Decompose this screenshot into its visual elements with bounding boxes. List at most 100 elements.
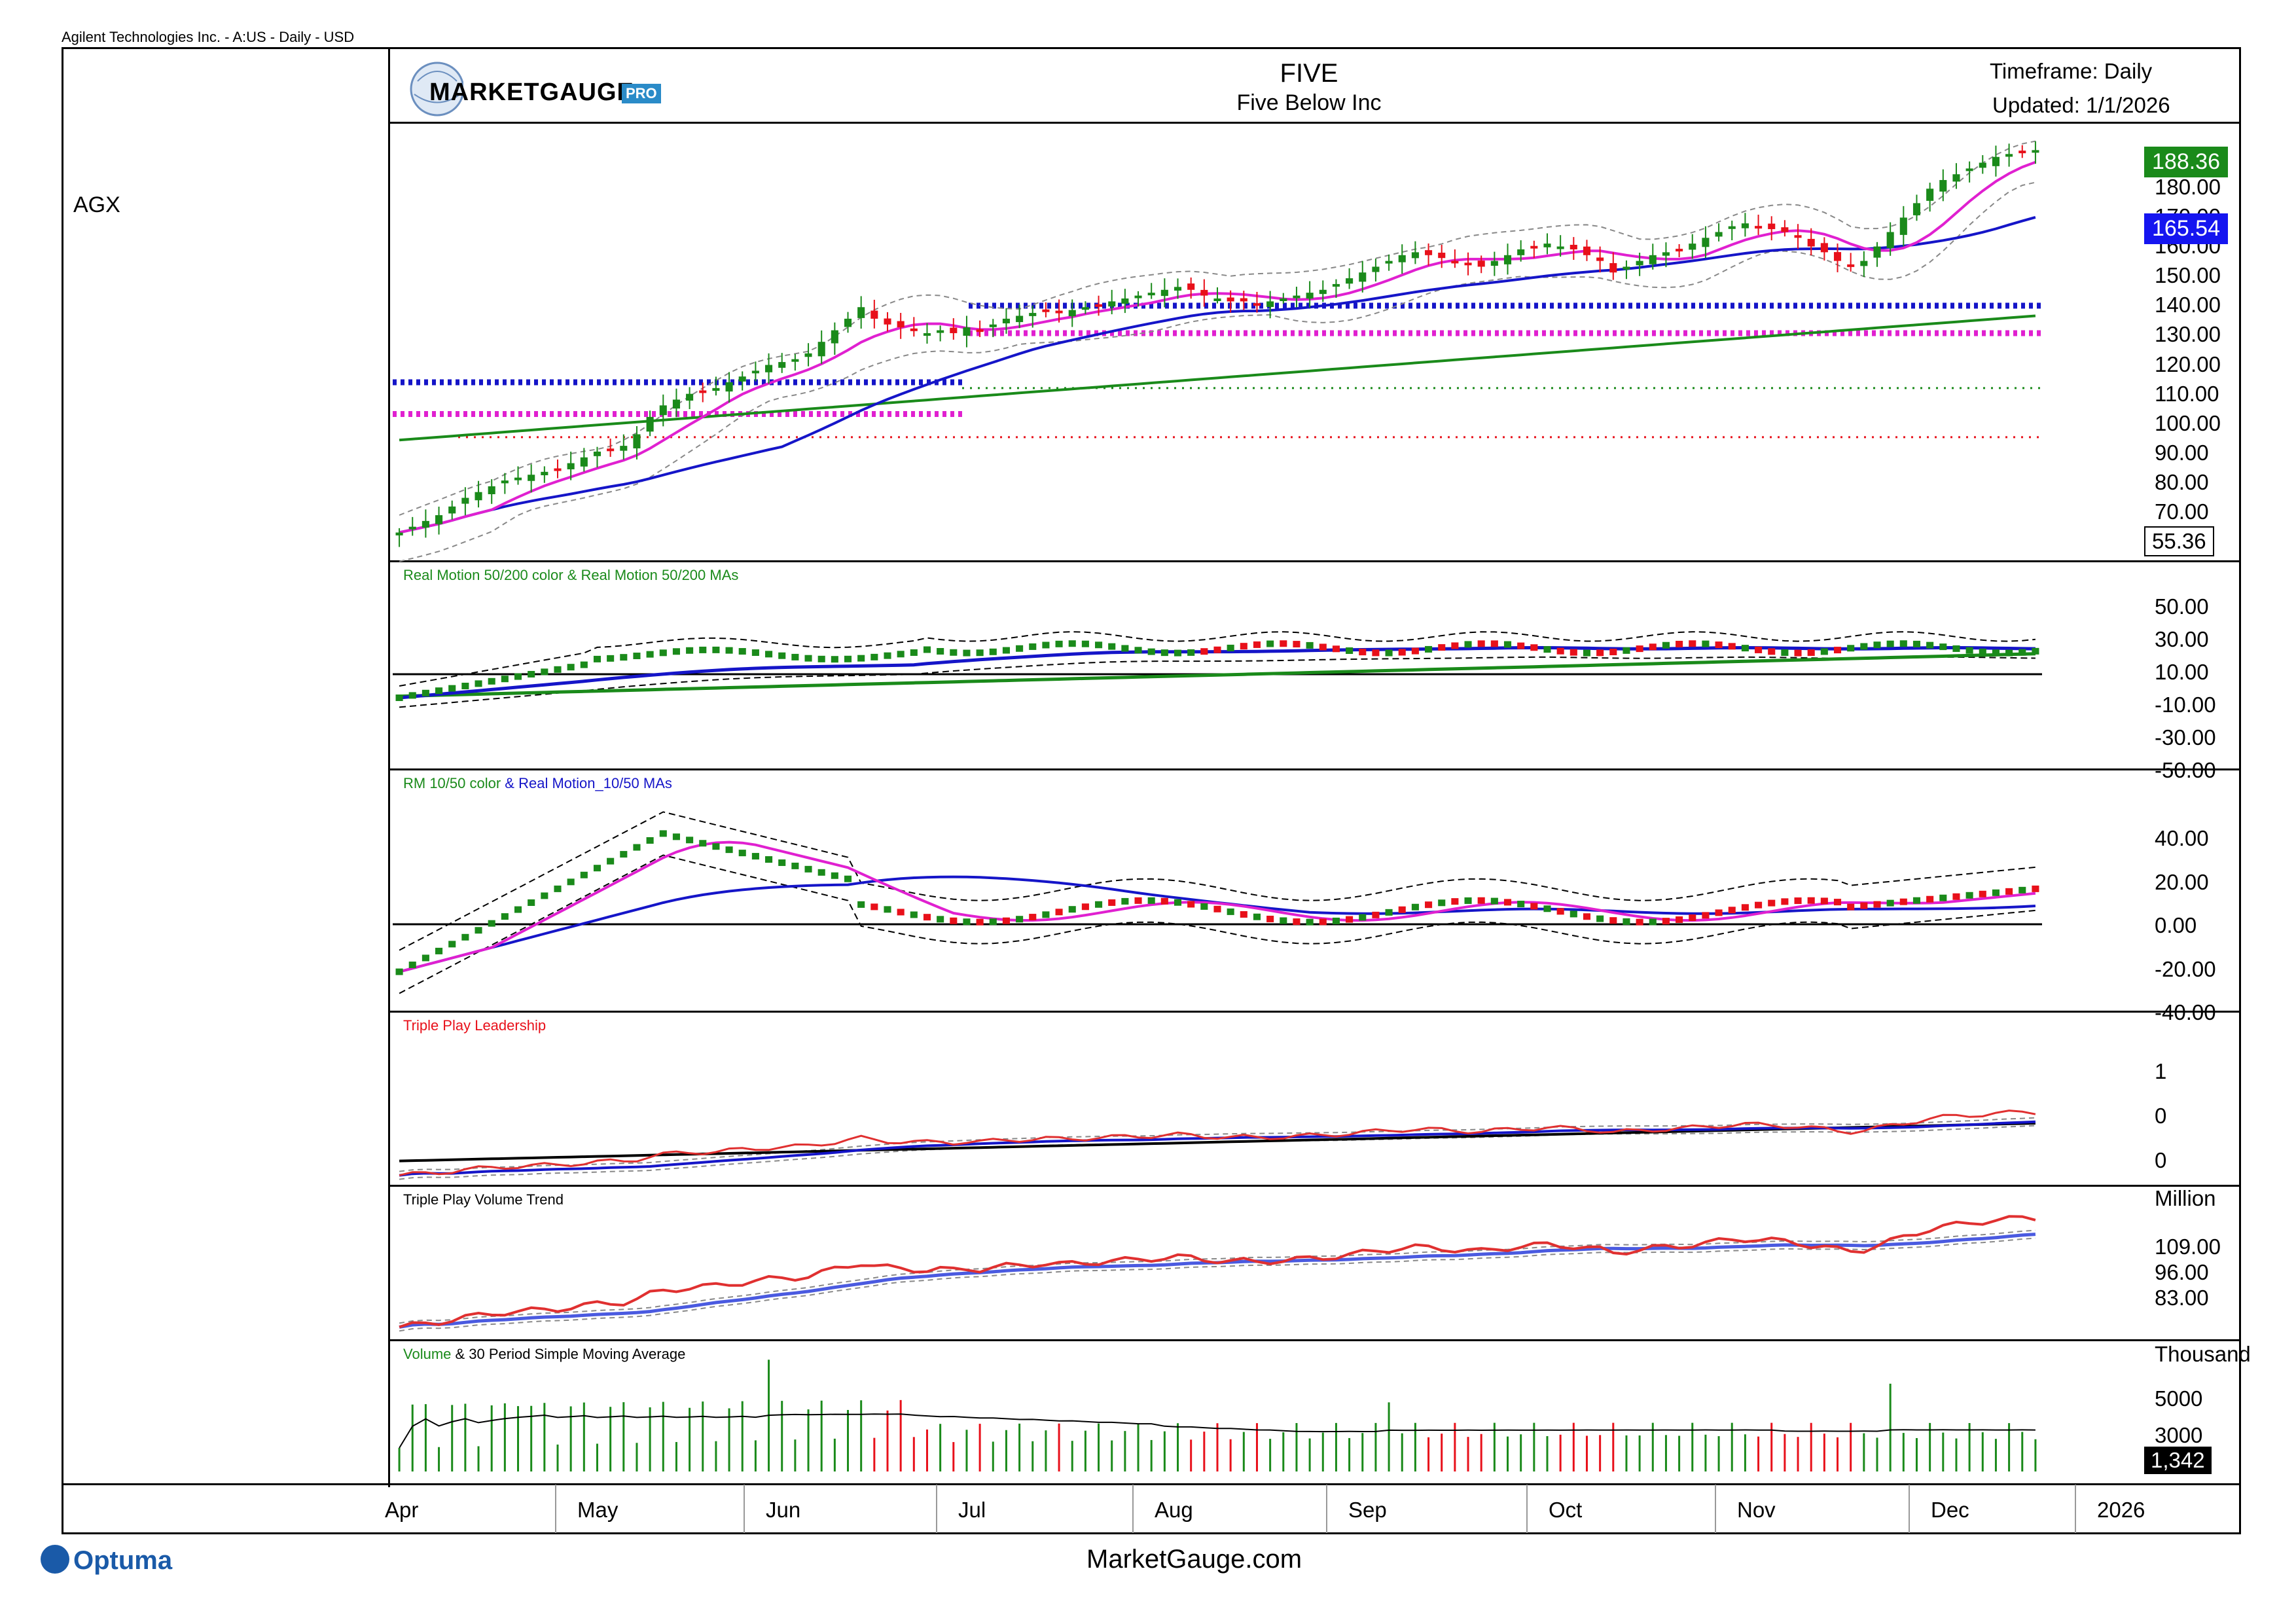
rm10-bar bbox=[1833, 899, 1842, 906]
rm-bar bbox=[1833, 647, 1842, 654]
month-separator bbox=[1132, 1485, 1134, 1533]
month-label: May bbox=[577, 1498, 619, 1522]
rm-bar bbox=[1174, 649, 1182, 657]
rm10-bar bbox=[1213, 905, 1221, 912]
rm10-bar bbox=[1689, 914, 1696, 921]
rm10-bar bbox=[646, 837, 654, 844]
rm10-bar bbox=[1319, 918, 1327, 926]
candle-body bbox=[870, 310, 878, 319]
rm10-bar bbox=[712, 843, 720, 850]
candle-body bbox=[1543, 244, 1551, 247]
rm-bar bbox=[1359, 649, 1367, 656]
candle-body bbox=[1781, 227, 1789, 232]
candle-body bbox=[1689, 244, 1696, 250]
month-label: Sep bbox=[1348, 1498, 1387, 1522]
tpv-band-upper bbox=[399, 1229, 2036, 1324]
rm-bar bbox=[1886, 640, 1894, 647]
company-name: Five Below Inc bbox=[1236, 90, 1382, 115]
month-separator bbox=[1715, 1485, 1716, 1533]
rm-bar bbox=[1411, 647, 1419, 655]
candle-body bbox=[1280, 298, 1287, 301]
candle-body bbox=[448, 506, 456, 514]
candle-body bbox=[1266, 301, 1274, 307]
candle-body bbox=[1319, 289, 1327, 295]
candle-body bbox=[712, 388, 720, 391]
rm10-bar bbox=[620, 851, 628, 858]
rm-bar bbox=[1213, 646, 1221, 653]
rm10-bar bbox=[501, 913, 509, 920]
rm-bar bbox=[1530, 644, 1538, 651]
candle-body bbox=[738, 376, 746, 382]
rm10-bar bbox=[765, 856, 773, 863]
rm10-bar bbox=[593, 865, 601, 872]
rm10-bar bbox=[1847, 903, 1855, 911]
panel-separator bbox=[390, 1185, 2241, 1187]
rm10-bar bbox=[1029, 914, 1037, 921]
rm-bar bbox=[1715, 641, 1723, 649]
rm-bar bbox=[1820, 648, 1828, 655]
month-label: 2026 bbox=[2097, 1498, 2145, 1522]
rm-bar bbox=[1147, 648, 1155, 655]
candle-body bbox=[1081, 307, 1089, 310]
rm-bar bbox=[620, 654, 628, 661]
candle-body bbox=[1477, 261, 1485, 267]
rm-bar bbox=[435, 687, 443, 695]
rm10-bar bbox=[1596, 915, 1604, 922]
updated-label: Updated: 1/1/2026 bbox=[1992, 93, 2170, 117]
rm-bar bbox=[633, 653, 641, 660]
rm-bar bbox=[408, 692, 416, 699]
month-separator bbox=[555, 1485, 556, 1533]
candle-body bbox=[923, 333, 931, 336]
rm-bar bbox=[488, 677, 495, 685]
rm-bar bbox=[1556, 647, 1564, 655]
candle-body bbox=[1952, 174, 1960, 182]
candle-body bbox=[1728, 226, 1736, 229]
rm-bar bbox=[804, 655, 812, 662]
candle-body bbox=[1965, 168, 1973, 171]
ma-200-line bbox=[399, 314, 2036, 442]
candle-body bbox=[1807, 238, 1815, 247]
rm10-bar bbox=[1174, 899, 1182, 906]
rm-bar bbox=[1016, 645, 1024, 652]
candle-body bbox=[844, 318, 852, 327]
rm10-bar bbox=[1081, 903, 1089, 911]
price-tick-label: 100.00 bbox=[2155, 410, 2221, 435]
rm10-bar bbox=[448, 941, 456, 948]
rm-bar bbox=[1227, 644, 1234, 651]
panel-separator bbox=[390, 1339, 2241, 1341]
rm10-bar bbox=[2005, 888, 2013, 895]
rm-bar bbox=[1490, 640, 1498, 647]
rm-bar bbox=[1095, 641, 1103, 649]
rm10-bar bbox=[1873, 901, 1881, 908]
rm10-bar bbox=[475, 927, 482, 934]
rm-bar bbox=[395, 695, 403, 701]
rm10-bar bbox=[1820, 897, 1828, 905]
rm-bar bbox=[1662, 641, 1670, 649]
candle-body bbox=[1451, 261, 1459, 264]
rm-bar bbox=[1398, 649, 1406, 656]
rm10-bar bbox=[857, 901, 865, 908]
candle-body bbox=[1662, 252, 1670, 256]
rm-bar bbox=[937, 647, 944, 655]
rm10-bar bbox=[1068, 906, 1076, 913]
candle-body bbox=[422, 520, 429, 528]
left-symbol[interactable]: AGX bbox=[73, 192, 120, 217]
rm10-bar bbox=[1860, 902, 1868, 909]
candle-body bbox=[1676, 249, 1683, 252]
rm-bar bbox=[1240, 643, 1247, 650]
tpv-tick-label: 83.00 bbox=[2155, 1286, 2209, 1310]
rm10-bar bbox=[686, 837, 694, 844]
rm10-bar bbox=[1253, 913, 1261, 920]
candle-body bbox=[1702, 238, 1710, 247]
rm10-band-upper bbox=[399, 811, 2036, 951]
price-tick-label: 140.00 bbox=[2155, 293, 2221, 317]
rm10-tick-label: 40.00 bbox=[2155, 826, 2209, 850]
rm10-bar bbox=[1266, 915, 1274, 922]
rm-bar bbox=[1293, 641, 1300, 648]
candle-body bbox=[1121, 298, 1129, 304]
month-separator bbox=[1909, 1485, 1910, 1533]
rm10-bar bbox=[751, 853, 759, 860]
candle-body bbox=[1359, 272, 1367, 282]
rm10-bar bbox=[2018, 886, 2026, 893]
